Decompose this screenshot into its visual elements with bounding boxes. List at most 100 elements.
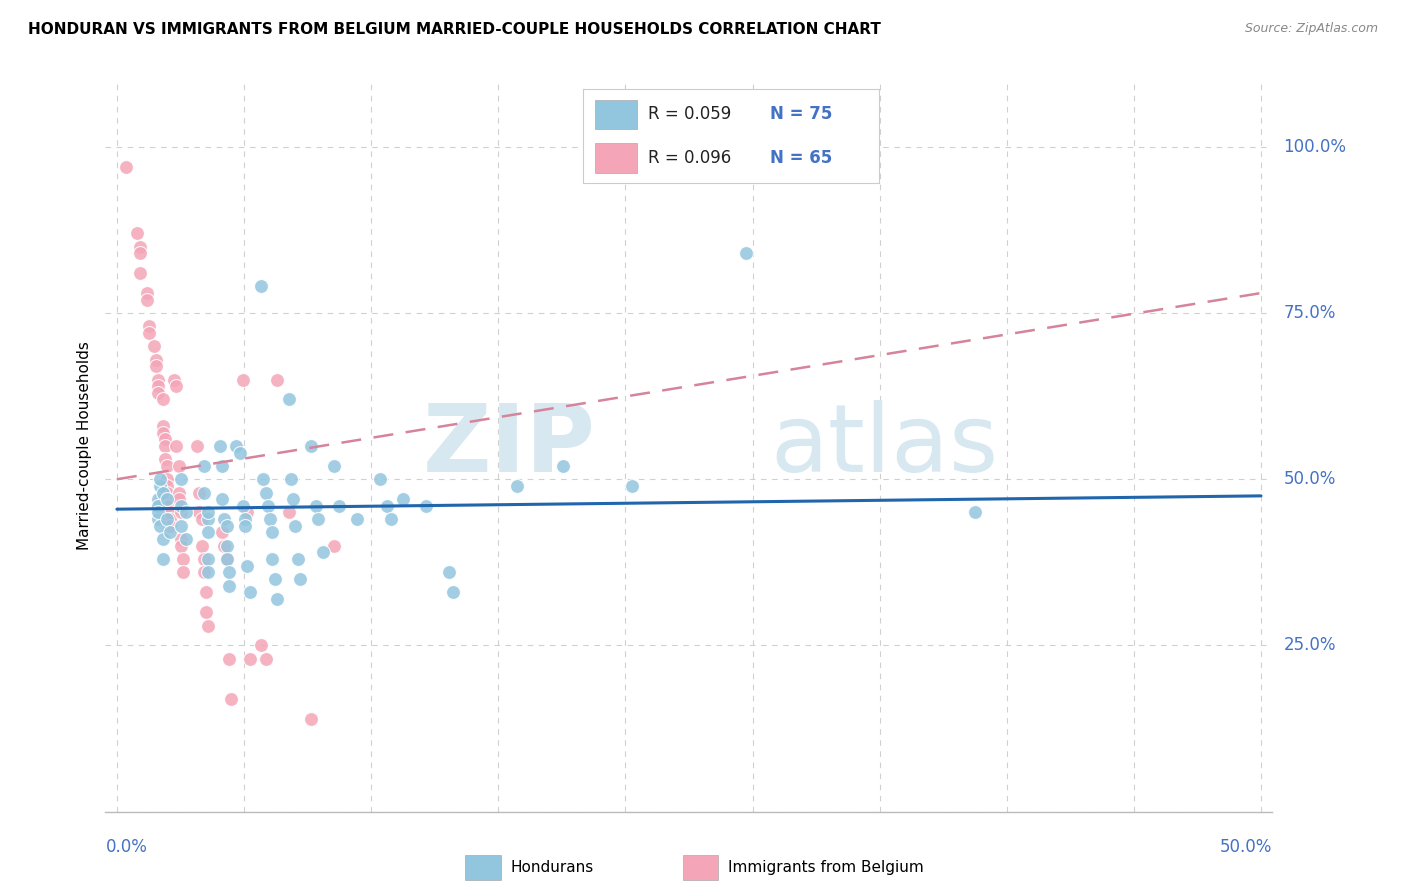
Point xyxy=(262,525,284,540)
Point xyxy=(620,479,643,493)
Point xyxy=(172,566,194,580)
Point xyxy=(146,492,169,507)
Point xyxy=(735,246,758,260)
Point xyxy=(368,472,391,486)
Point xyxy=(197,552,219,566)
Point xyxy=(170,499,193,513)
Point xyxy=(236,558,259,573)
Point xyxy=(156,458,179,473)
Point xyxy=(307,512,329,526)
Point xyxy=(135,286,157,301)
Point xyxy=(174,506,197,520)
Point xyxy=(172,552,194,566)
Point xyxy=(375,499,398,513)
Point xyxy=(193,552,215,566)
Point xyxy=(115,160,138,174)
Point xyxy=(211,492,233,507)
Text: R = 0.059: R = 0.059 xyxy=(648,105,731,123)
Point xyxy=(281,492,304,507)
Point xyxy=(441,585,464,599)
Point xyxy=(415,499,437,513)
Point xyxy=(195,605,218,619)
Point xyxy=(145,352,167,367)
Point xyxy=(159,525,181,540)
Point xyxy=(186,439,208,453)
Point xyxy=(233,512,256,526)
Point xyxy=(170,506,193,520)
Point xyxy=(188,485,211,500)
Point xyxy=(138,326,160,340)
Point xyxy=(323,458,346,473)
Point xyxy=(280,472,302,486)
Point xyxy=(266,591,288,606)
Point xyxy=(299,712,322,726)
Point xyxy=(299,439,322,453)
Point xyxy=(152,485,174,500)
Point xyxy=(197,512,219,526)
Point xyxy=(149,472,172,486)
Point xyxy=(288,572,311,586)
Point xyxy=(153,433,176,447)
Point xyxy=(380,512,402,526)
Point xyxy=(146,372,169,386)
Point xyxy=(145,359,167,374)
Point xyxy=(254,652,277,666)
Point xyxy=(236,506,259,520)
Point xyxy=(138,319,160,334)
Text: Hondurans: Hondurans xyxy=(510,860,593,874)
Point xyxy=(287,552,309,566)
Text: 0.0%: 0.0% xyxy=(105,838,148,855)
Point xyxy=(152,419,174,434)
Point xyxy=(266,372,288,386)
Point xyxy=(195,585,218,599)
Point xyxy=(214,539,236,553)
Point xyxy=(152,552,174,566)
Point xyxy=(167,485,190,500)
Point xyxy=(239,585,262,599)
Point xyxy=(277,506,299,520)
FancyBboxPatch shape xyxy=(683,855,718,880)
Point xyxy=(159,506,181,520)
Point xyxy=(174,532,197,546)
Text: 50.0%: 50.0% xyxy=(1220,838,1272,855)
Point xyxy=(128,239,150,253)
Point xyxy=(142,339,165,353)
Point xyxy=(156,479,179,493)
Point xyxy=(156,499,179,513)
Point xyxy=(188,506,211,520)
Point xyxy=(146,385,169,400)
Point xyxy=(225,439,247,453)
Point xyxy=(221,691,243,706)
Point xyxy=(127,226,149,240)
Point xyxy=(214,512,236,526)
Point xyxy=(211,525,233,540)
Point xyxy=(312,545,335,559)
Point xyxy=(146,379,169,393)
Point xyxy=(197,618,219,632)
FancyBboxPatch shape xyxy=(465,855,501,880)
Point xyxy=(506,479,529,493)
Point xyxy=(215,552,238,566)
Point xyxy=(153,452,176,467)
Text: Source: ZipAtlas.com: Source: ZipAtlas.com xyxy=(1244,22,1378,36)
Point xyxy=(193,458,215,473)
Text: N = 65: N = 65 xyxy=(769,149,832,167)
Point xyxy=(193,485,215,500)
Point xyxy=(128,246,150,260)
Point xyxy=(152,532,174,546)
Point xyxy=(250,639,273,653)
Point xyxy=(232,499,254,513)
Point xyxy=(128,266,150,280)
Point xyxy=(437,566,460,580)
Point xyxy=(551,458,574,473)
Point xyxy=(215,518,238,533)
Point xyxy=(211,458,233,473)
Text: ZIP: ZIP xyxy=(423,400,596,492)
Point xyxy=(165,379,187,393)
Point xyxy=(149,479,172,493)
Point xyxy=(156,512,179,526)
Point xyxy=(193,566,215,580)
Point xyxy=(156,485,179,500)
Text: 75.0%: 75.0% xyxy=(1284,304,1336,322)
Point xyxy=(197,506,219,520)
